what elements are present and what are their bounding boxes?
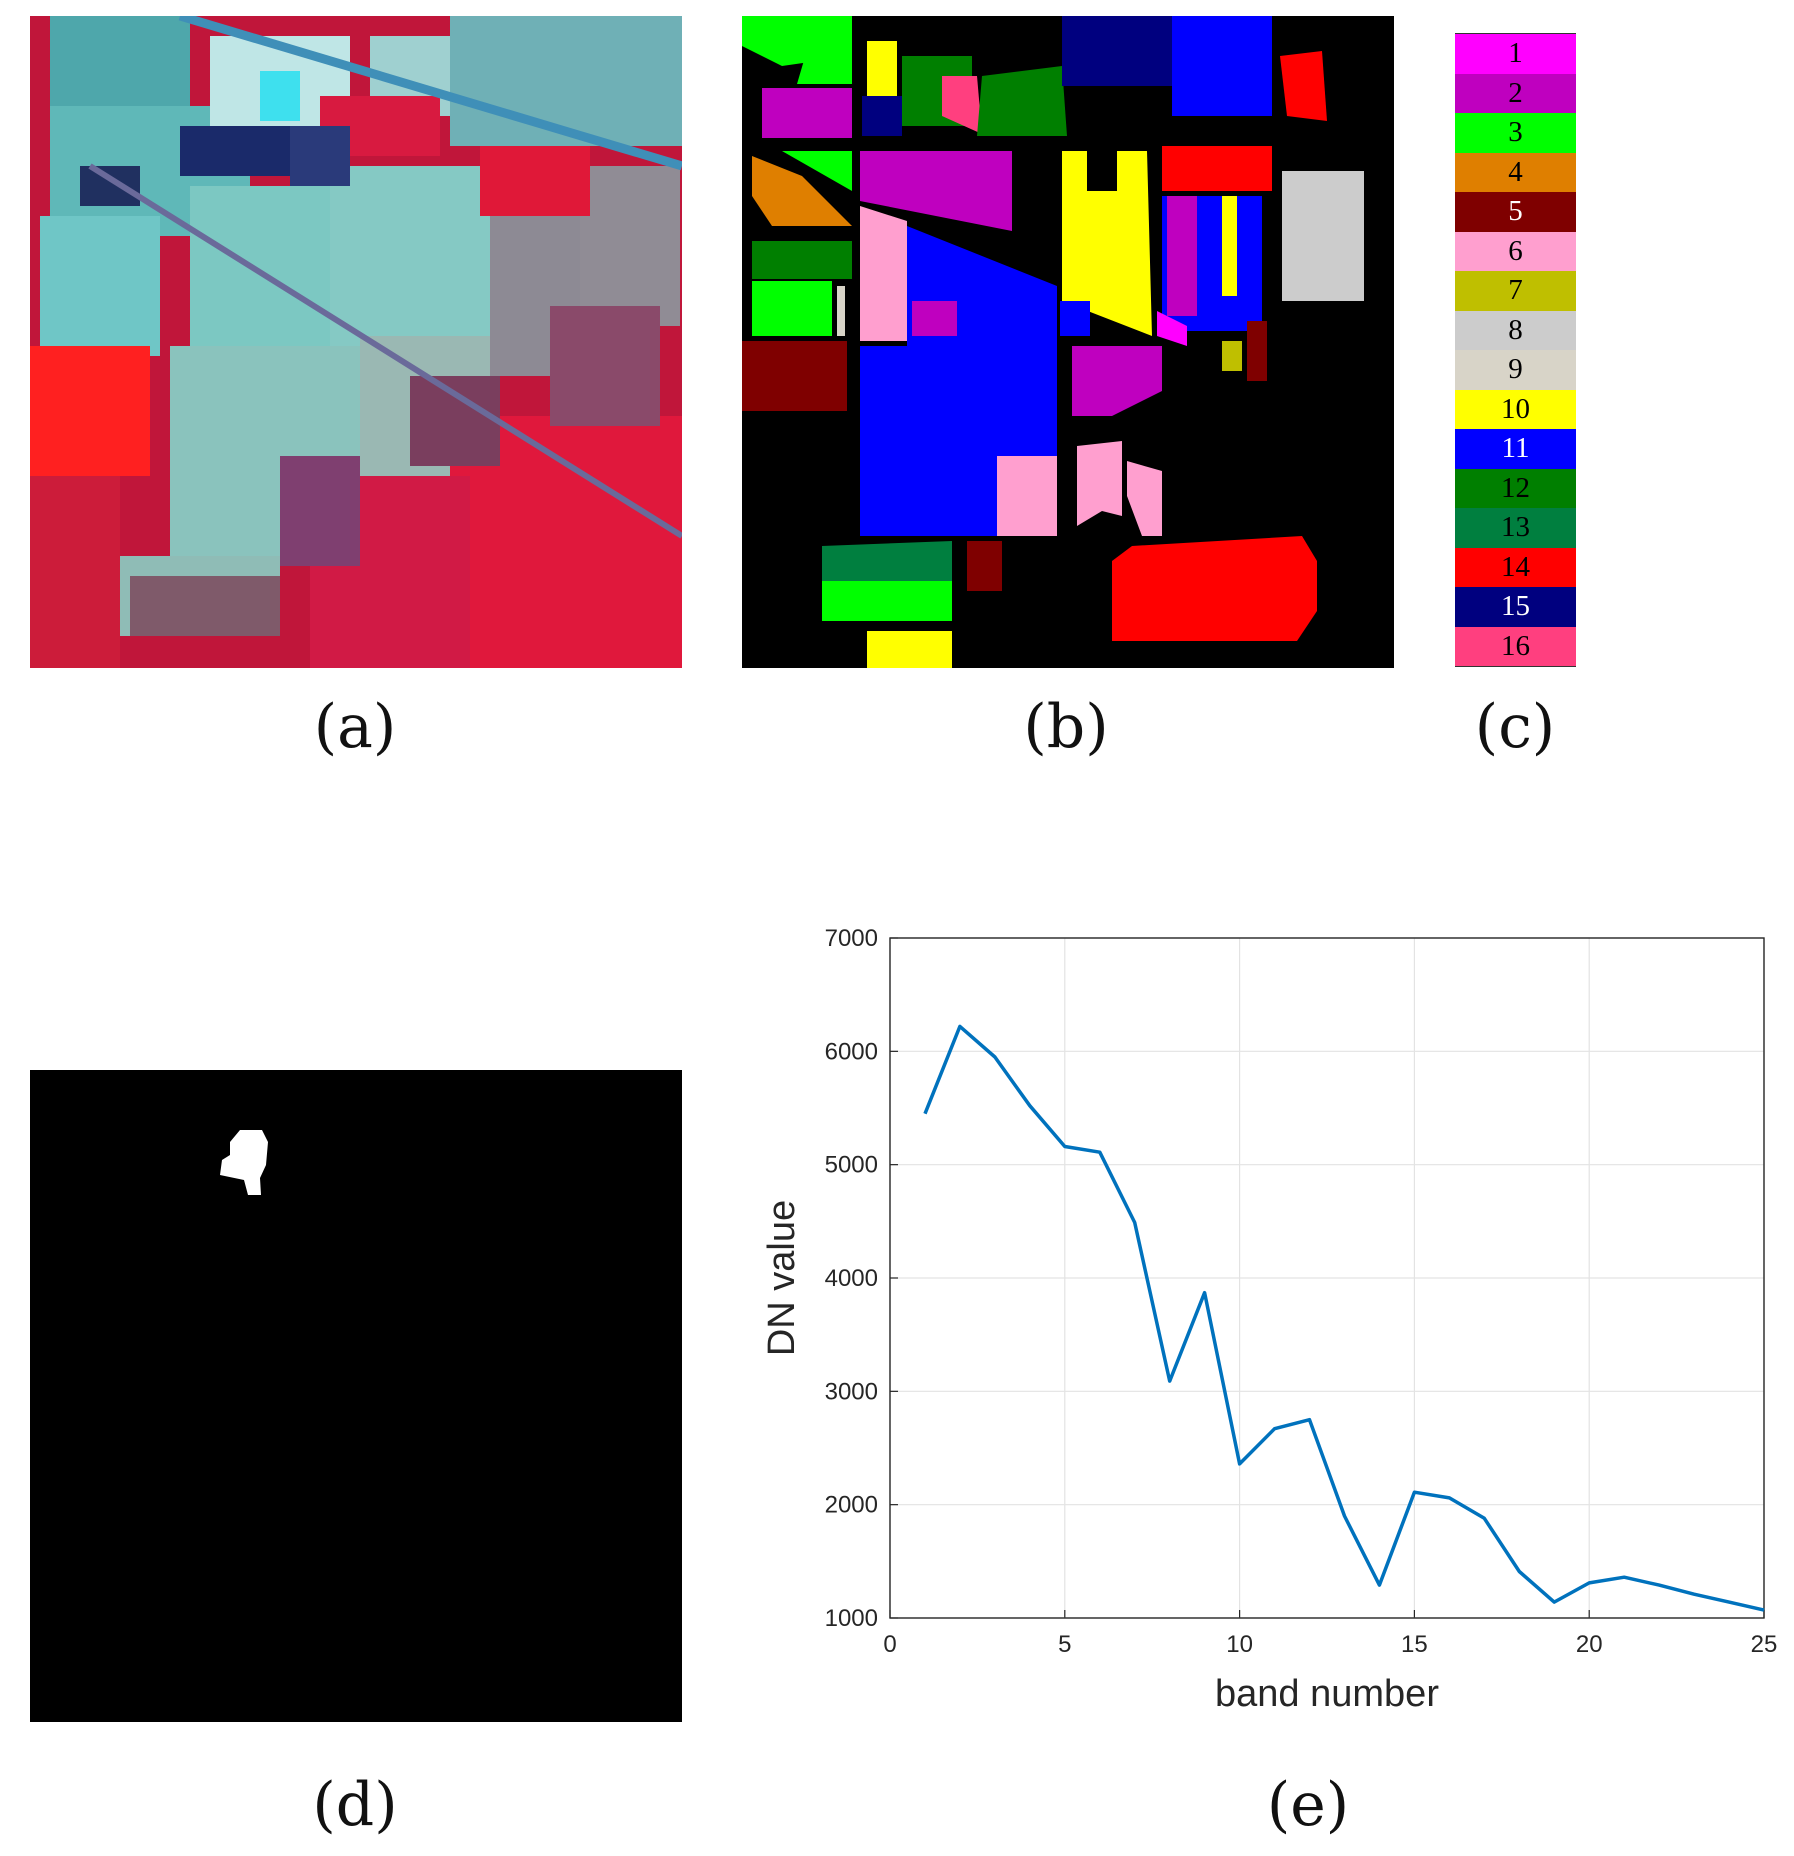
class-legend: 1 2 3 4 5 6 7 8 9 10 11 12 13 14 15 16 — [1455, 33, 1576, 667]
legend-item-9: 9 — [1455, 350, 1576, 390]
legend-item-3: 3 — [1455, 113, 1576, 153]
x-tick-label: 5 — [1058, 1631, 1071, 1658]
y-tick-label: 3000 — [825, 1378, 878, 1405]
x-tick-label: 20 — [1576, 1631, 1603, 1658]
y-tick-label: 5000 — [825, 1152, 878, 1179]
legend-item-6: 6 — [1455, 231, 1576, 271]
y-tick-label: 6000 — [825, 1038, 878, 1065]
legend-item-11: 11 — [1455, 429, 1576, 469]
legend-item-4: 4 — [1455, 152, 1576, 192]
y-tick-label: 4000 — [825, 1265, 878, 1292]
x-tick-label: 15 — [1401, 1631, 1428, 1658]
legend-item-16: 16 — [1455, 626, 1576, 666]
y-tick-label: 7000 — [825, 925, 878, 952]
caption-e: (e) — [1266, 1770, 1350, 1840]
x-tick-label: 10 — [1226, 1631, 1253, 1658]
legend-item-8: 8 — [1455, 310, 1576, 350]
plot-frame — [889, 937, 1765, 1619]
ground-truth-map — [742, 16, 1394, 668]
legend-item-1: 1 — [1455, 34, 1576, 74]
caption-a: (a) — [313, 692, 397, 762]
y-axis-label: DN value — [761, 1200, 803, 1356]
legend-item-12: 12 — [1455, 468, 1576, 508]
legend-item-15: 15 — [1455, 587, 1576, 627]
binary-mask-image — [30, 1070, 682, 1722]
spectral-line-chart: 0 5 10 15 20 25 1000 2000 3000 4000 5000 6000 7000 ba… — [742, 920, 1782, 1730]
caption-c: (c) — [1474, 692, 1556, 762]
x-tick-label: 25 — [1751, 1631, 1778, 1658]
legend-item-10: 10 — [1455, 389, 1576, 429]
legend-item-13: 13 — [1455, 508, 1576, 548]
mask-region — [220, 1130, 268, 1195]
y-tick-label: 1000 — [825, 1605, 878, 1632]
legend-item-14: 14 — [1455, 547, 1576, 587]
false-color-image — [30, 11, 684, 668]
caption-d: (d) — [312, 1770, 398, 1840]
caption-b: (b) — [1023, 692, 1109, 762]
x-tick-label: 0 — [883, 1631, 896, 1658]
x-axis-label: band number — [1215, 1673, 1439, 1715]
legend-item-5: 5 — [1455, 192, 1576, 232]
legend-item-2: 2 — [1455, 73, 1576, 113]
legend-item-7: 7 — [1455, 271, 1576, 311]
y-tick-label: 2000 — [825, 1492, 878, 1519]
